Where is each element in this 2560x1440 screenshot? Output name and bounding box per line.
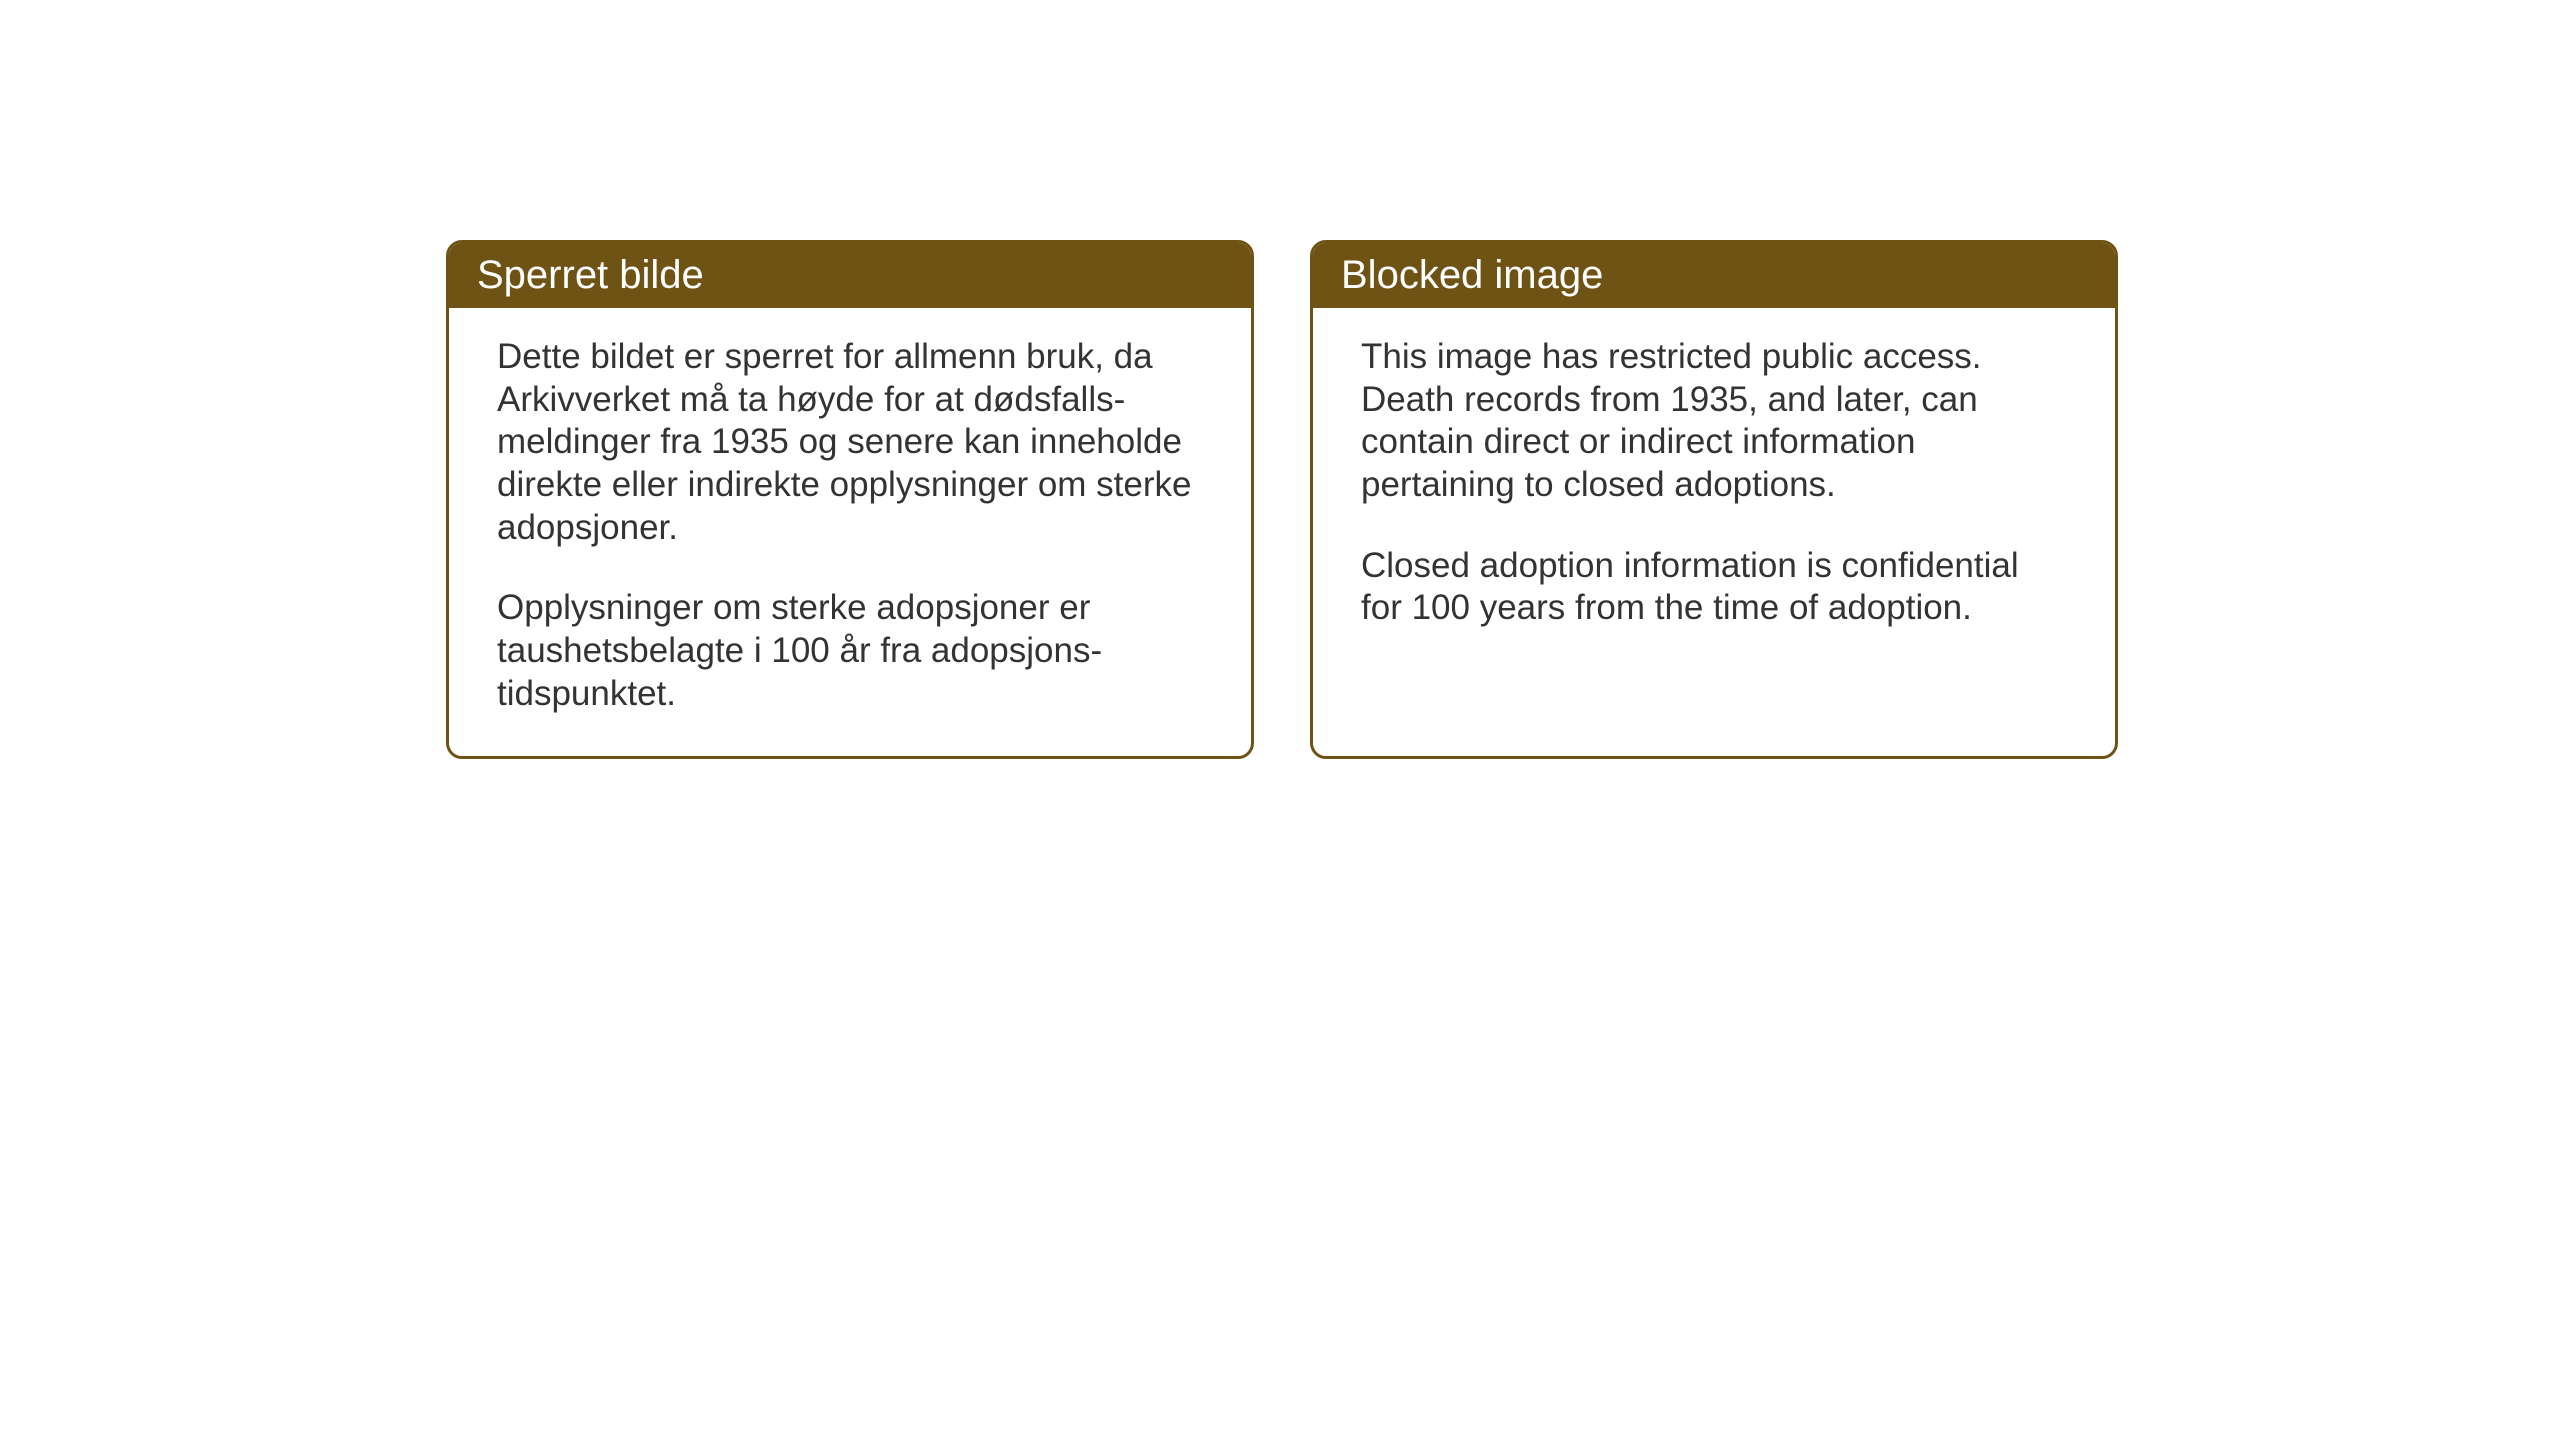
info-box-norwegian: Sperret bilde Dette bildet er sperret fo… [446, 240, 1254, 759]
info-box-header-english: Blocked image [1313, 243, 2115, 308]
info-box-body-norwegian: Dette bildet er sperret for allmenn bruk… [449, 308, 1251, 756]
info-paragraph-1: Dette bildet er sperret for allmenn bruk… [497, 336, 1203, 549]
info-boxes-container: Sperret bilde Dette bildet er sperret fo… [446, 240, 2118, 759]
info-paragraph-2: Opplysninger om sterke adopsjoner er tau… [497, 587, 1203, 715]
info-box-title: Sperret bilde [477, 253, 704, 297]
info-paragraph-1: This image has restricted public access.… [1361, 336, 2067, 507]
info-box-title: Blocked image [1341, 253, 1603, 297]
info-paragraph-2: Closed adoption information is confident… [1361, 545, 2067, 630]
info-box-body-english: This image has restricted public access.… [1313, 308, 2115, 726]
info-box-header-norwegian: Sperret bilde [449, 243, 1251, 308]
info-box-english: Blocked image This image has restricted … [1310, 240, 2118, 759]
